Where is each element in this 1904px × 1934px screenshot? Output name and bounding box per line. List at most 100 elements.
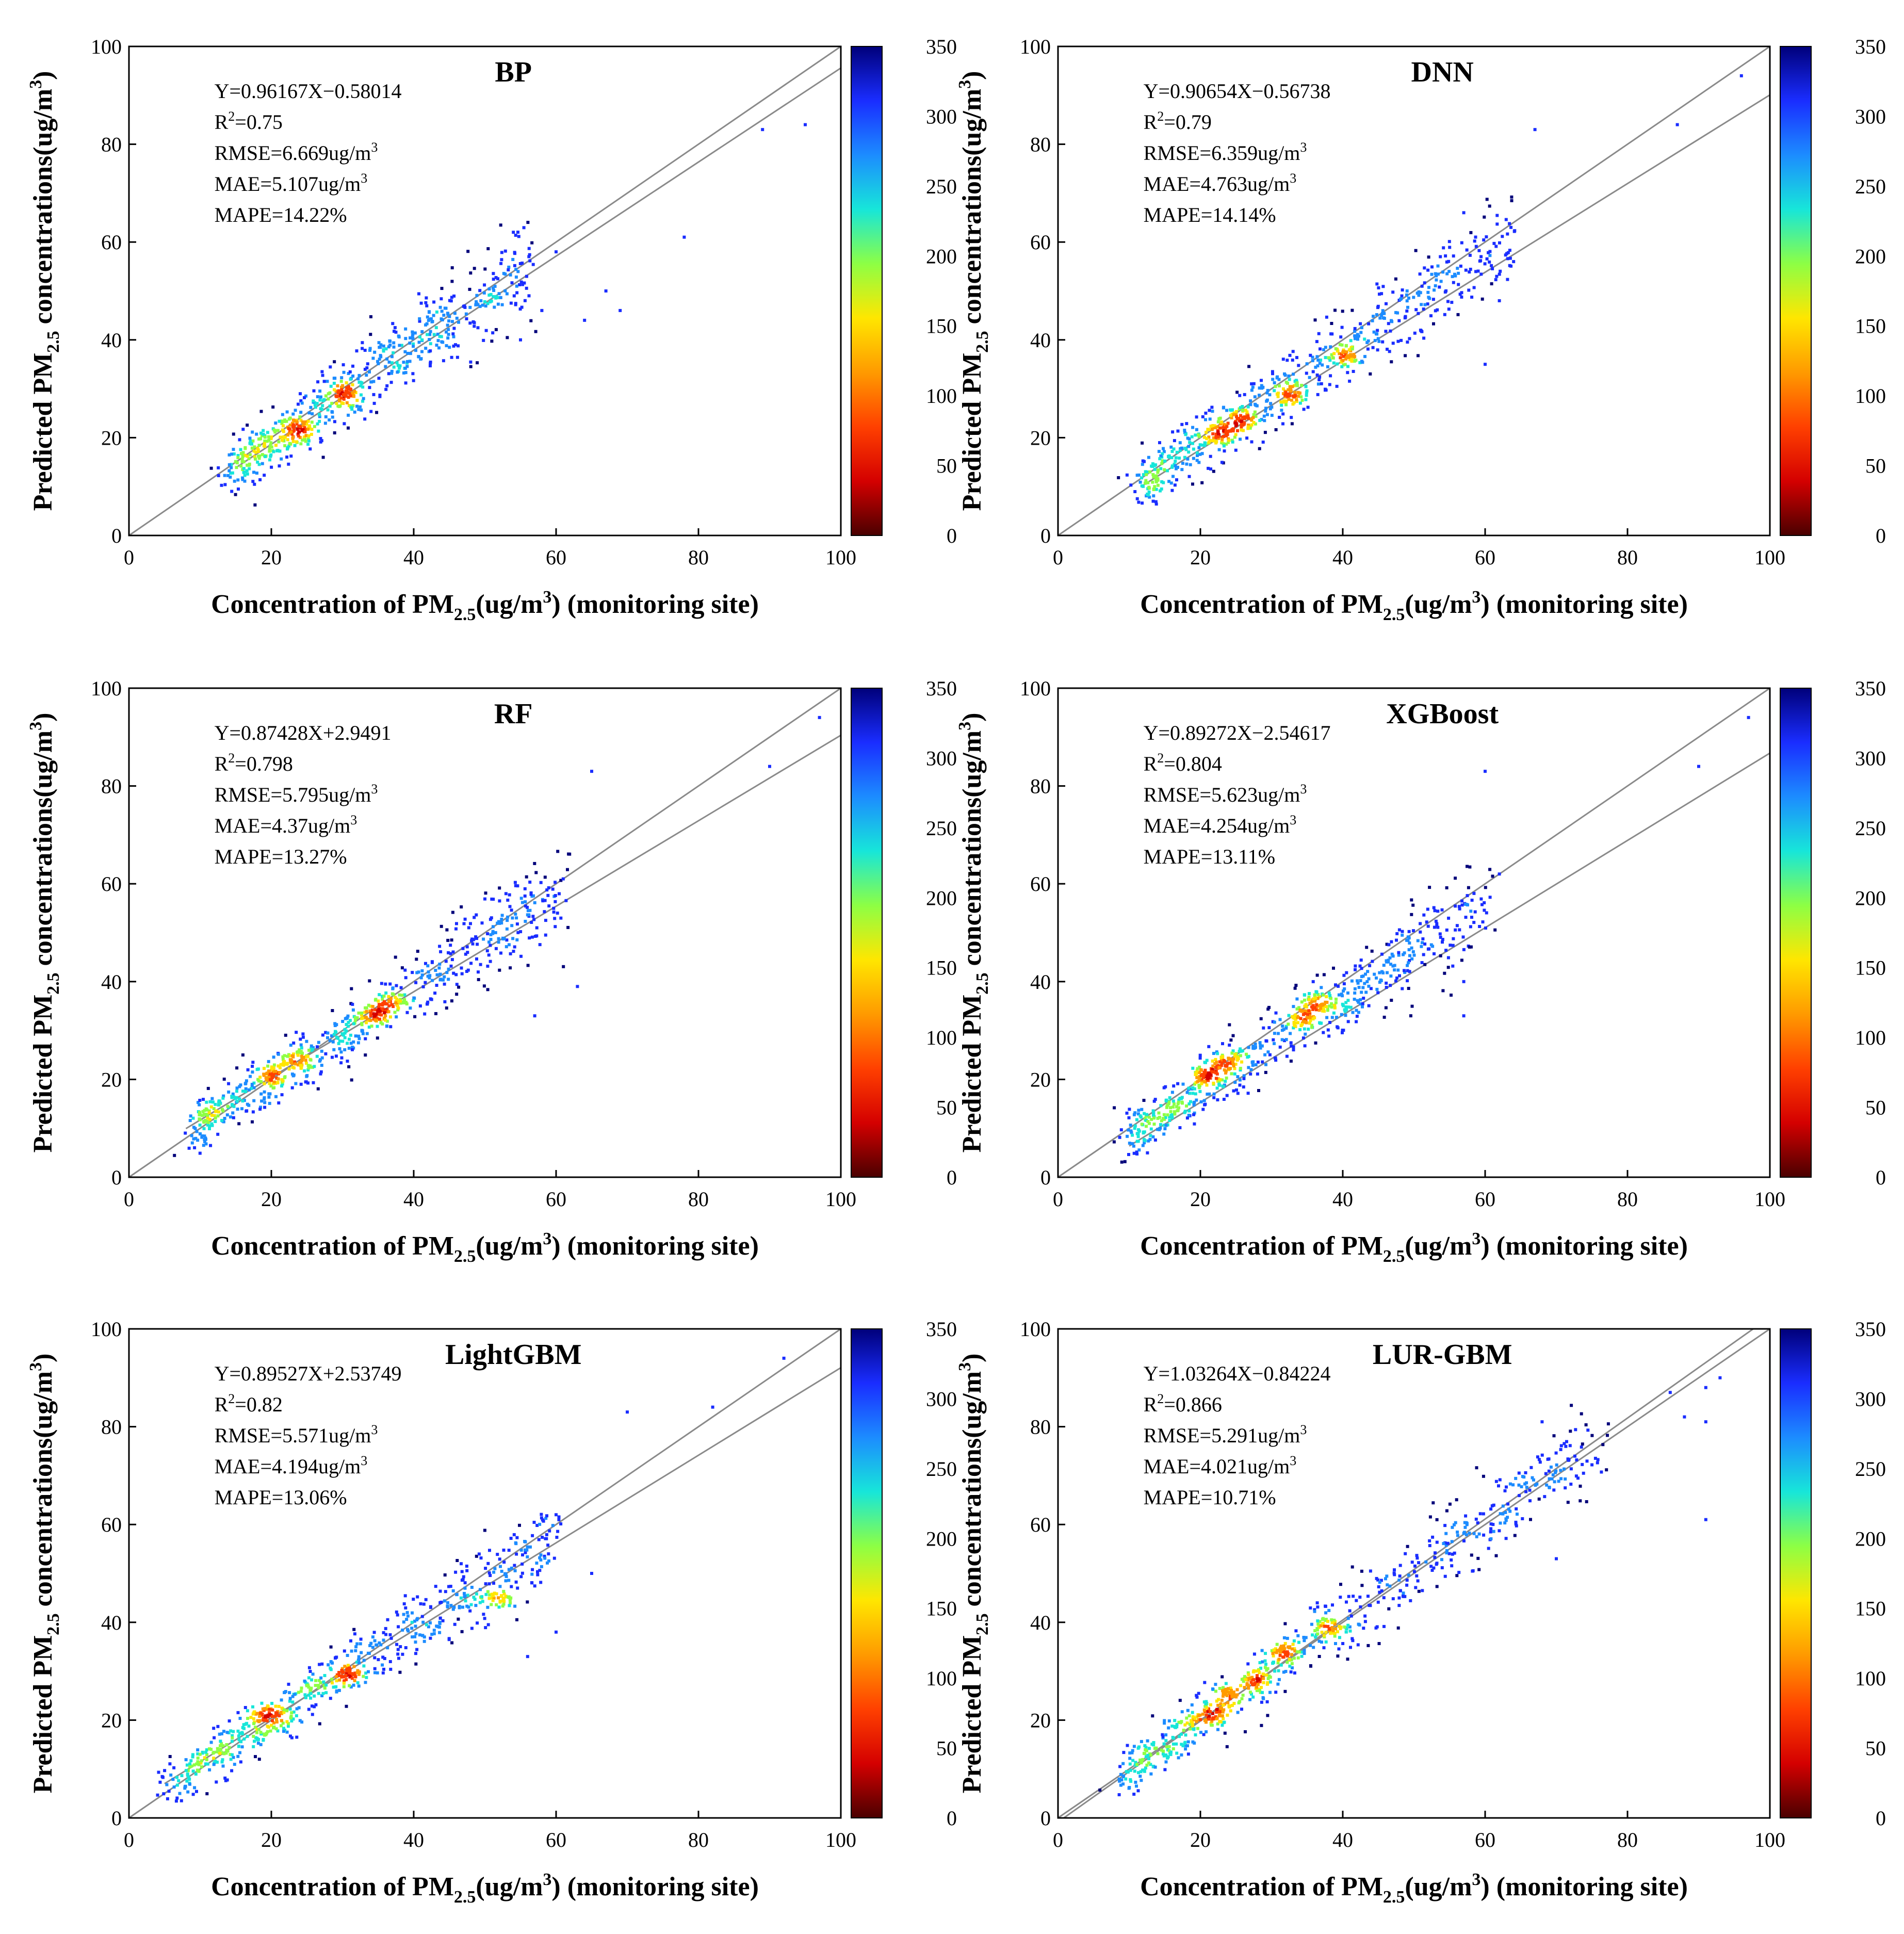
- data-point: [306, 428, 310, 431]
- data-point: [198, 1103, 201, 1107]
- data-point: [1353, 355, 1357, 359]
- data-point: [303, 396, 306, 399]
- data-point: [223, 483, 227, 486]
- y-tick-label: 60: [101, 872, 122, 896]
- data-point: [160, 1775, 164, 1778]
- data-point: [306, 1054, 310, 1058]
- data-point: [272, 1725, 276, 1729]
- data-point: [445, 928, 449, 932]
- data-point: [1297, 1650, 1301, 1654]
- stat-r2: R2=0.798: [215, 751, 293, 775]
- data-point: [479, 963, 482, 966]
- data-point: [1156, 1752, 1160, 1756]
- data-point: [1350, 979, 1354, 983]
- data-point: [322, 380, 326, 383]
- data-point: [443, 975, 446, 979]
- data-point: [387, 1010, 390, 1014]
- data-point: [496, 302, 500, 306]
- data-point: [402, 371, 405, 375]
- data-point: [216, 1725, 220, 1728]
- data-point: [1194, 1081, 1198, 1084]
- data-point: [546, 893, 550, 897]
- data-point: [384, 1014, 387, 1017]
- data-point: [267, 1060, 270, 1063]
- data-point: [452, 971, 455, 975]
- data-point: [497, 940, 500, 944]
- data-point: [494, 947, 498, 950]
- data-point: [1266, 388, 1270, 392]
- data-point: [1221, 1055, 1225, 1059]
- data-point: [1433, 952, 1436, 955]
- data-point: [287, 444, 291, 448]
- data-point: [1456, 267, 1459, 270]
- data-point: [1393, 1568, 1396, 1572]
- data-point: [535, 934, 539, 938]
- data-point: [288, 442, 291, 445]
- data-point: [458, 1605, 461, 1608]
- data-point: [468, 305, 472, 309]
- data-point: [1232, 1063, 1235, 1066]
- data-point: [1168, 1119, 1171, 1122]
- data-point: [1292, 1048, 1295, 1052]
- data-point: [1189, 1100, 1192, 1103]
- data-point: [1262, 1681, 1265, 1684]
- data-point: [1178, 1735, 1181, 1738]
- data-point: [1216, 435, 1220, 438]
- data-point: [1346, 365, 1349, 368]
- data-point: [1255, 1677, 1259, 1680]
- data-point: [1346, 1020, 1350, 1023]
- data-point: [1410, 913, 1413, 916]
- data-point: [429, 342, 432, 346]
- data-point: [1195, 1072, 1198, 1076]
- data-point: [1454, 274, 1457, 278]
- data-point: [1340, 993, 1343, 996]
- data-point: [1215, 1086, 1219, 1090]
- data-point: [1352, 353, 1356, 356]
- data-point: [377, 377, 381, 380]
- data-point: [1220, 1078, 1224, 1082]
- y-tick-label: 100: [91, 677, 122, 700]
- data-point: [1231, 408, 1234, 412]
- data-point: [312, 1081, 315, 1084]
- data-point: [503, 289, 507, 292]
- data-point: [532, 894, 535, 898]
- data-point: [390, 1003, 394, 1006]
- data-point: [554, 900, 557, 903]
- data-point: [439, 950, 443, 953]
- y-tick-label: 60: [101, 1513, 122, 1536]
- data-point: [1141, 1758, 1145, 1761]
- data-point: [196, 1757, 200, 1760]
- data-point: [1315, 1627, 1319, 1630]
- data-point: [1448, 1502, 1452, 1506]
- data-point: [1479, 272, 1483, 276]
- data-point: [1268, 407, 1272, 411]
- data-point: [1336, 1025, 1339, 1029]
- data-point: [1291, 385, 1294, 388]
- data-point: [1328, 1004, 1331, 1008]
- data-point: [1222, 1085, 1225, 1088]
- data-point: [1251, 1695, 1255, 1699]
- data-point: [354, 1018, 357, 1021]
- data-point: [1366, 1644, 1370, 1647]
- data-point: [1489, 1507, 1493, 1511]
- data-point: [543, 1556, 547, 1560]
- data-point: [1143, 460, 1146, 463]
- data-point: [232, 448, 235, 451]
- data-point: [516, 884, 519, 888]
- data-point: [402, 1602, 406, 1605]
- data-point: [1230, 1703, 1234, 1707]
- data-point: [1369, 1569, 1372, 1573]
- data-point: [203, 1756, 206, 1760]
- data-point: [1445, 1549, 1449, 1552]
- data-point: [1241, 409, 1244, 412]
- data-point: [510, 281, 514, 285]
- data-point: [1259, 1691, 1262, 1694]
- data-point: [1342, 973, 1346, 977]
- data-point: [295, 1707, 299, 1711]
- data-point: [1125, 1770, 1128, 1774]
- data-point: [268, 1101, 271, 1105]
- data-point: [1373, 972, 1376, 976]
- data-point: [438, 963, 442, 966]
- data-point: [443, 1000, 447, 1003]
- data-point: [335, 402, 338, 405]
